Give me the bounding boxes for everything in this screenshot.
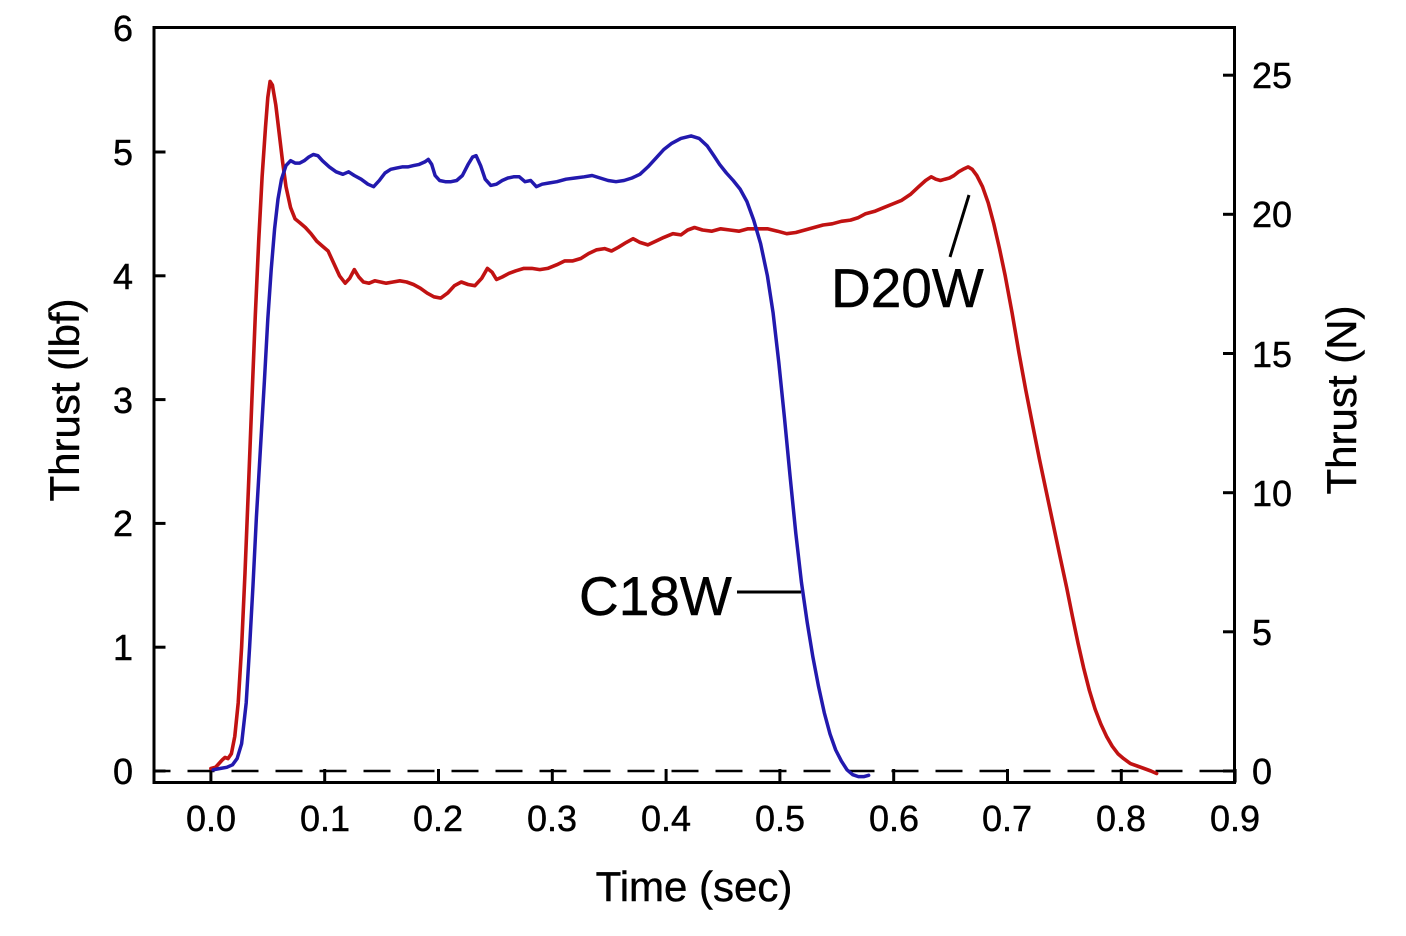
svg-text:0.4: 0.4	[641, 798, 691, 839]
svg-text:D20W: D20W	[831, 257, 984, 319]
svg-text:0.6: 0.6	[869, 798, 919, 839]
svg-text:0.2: 0.2	[413, 798, 463, 839]
svg-text:0: 0	[113, 751, 133, 792]
svg-text:6: 6	[113, 8, 133, 49]
svg-text:15: 15	[1252, 334, 1292, 375]
svg-text:Thrust (N): Thrust (N)	[1318, 306, 1365, 495]
svg-text:C18W: C18W	[579, 565, 732, 627]
svg-text:0.1: 0.1	[300, 798, 350, 839]
svg-text:0.0: 0.0	[186, 798, 236, 839]
svg-text:0.9: 0.9	[1210, 798, 1260, 839]
svg-text:Time (sec): Time (sec)	[596, 863, 793, 910]
svg-text:5: 5	[1252, 612, 1272, 653]
svg-text:0.7: 0.7	[982, 798, 1032, 839]
svg-text:0.8: 0.8	[1096, 798, 1146, 839]
svg-text:10: 10	[1252, 473, 1292, 514]
svg-text:0.5: 0.5	[755, 798, 805, 839]
svg-text:25: 25	[1252, 55, 1292, 96]
svg-text:2: 2	[113, 503, 133, 544]
svg-text:3: 3	[113, 380, 133, 421]
svg-text:4: 4	[113, 256, 133, 297]
svg-text:20: 20	[1252, 194, 1292, 235]
svg-text:5: 5	[113, 132, 133, 173]
svg-text:Thrust (lbf): Thrust (lbf)	[41, 298, 88, 501]
svg-text:0.3: 0.3	[527, 798, 577, 839]
svg-text:1: 1	[113, 627, 133, 668]
svg-text:0: 0	[1252, 751, 1272, 792]
